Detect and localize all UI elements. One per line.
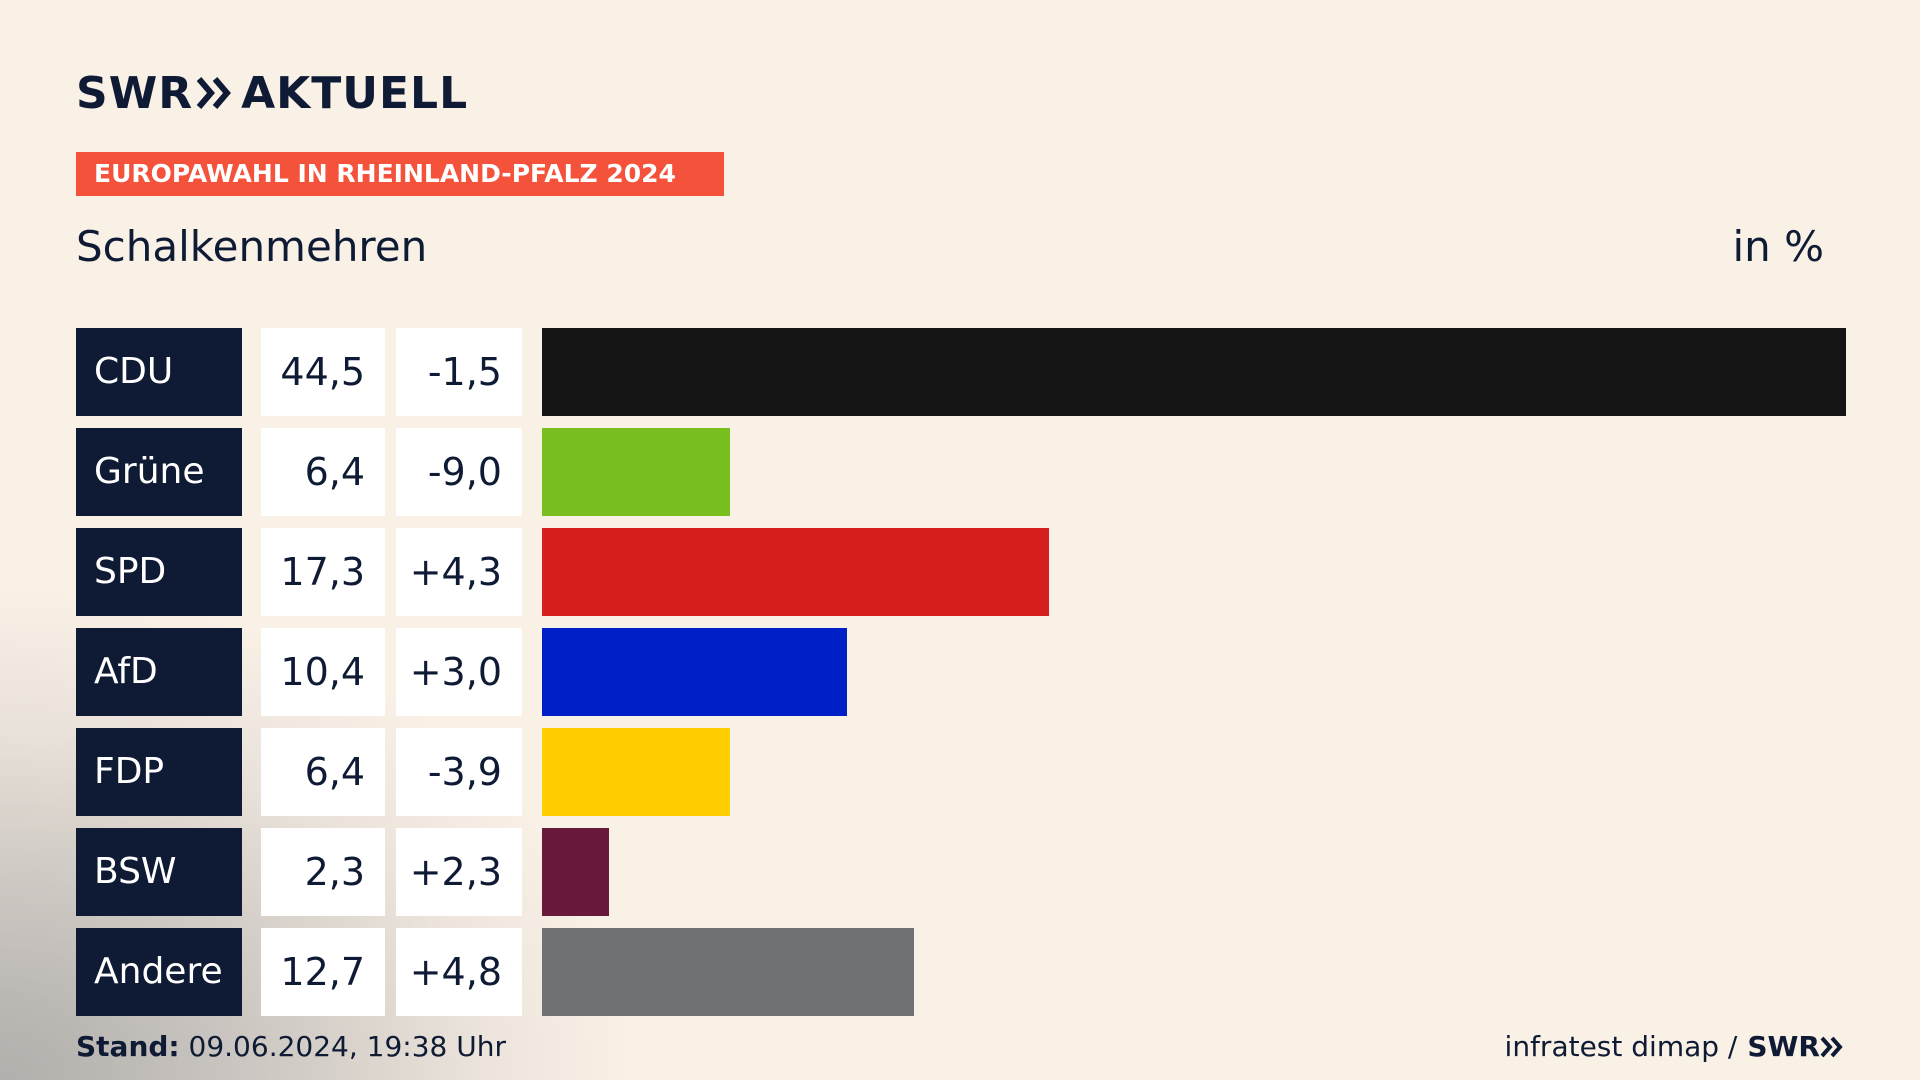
bar bbox=[542, 828, 609, 916]
diff-label: -9,0 bbox=[396, 428, 522, 516]
election-banner: EUROPAWAHL IN RHEINLAND-PFALZ 2024 bbox=[76, 152, 724, 196]
value-label: 6,4 bbox=[261, 428, 385, 516]
unit-label: in % bbox=[1732, 222, 1824, 271]
chart-row: Grüne 6,4 -9,0 bbox=[76, 428, 1846, 516]
bar bbox=[542, 628, 847, 716]
diff-label: +3,0 bbox=[396, 628, 522, 716]
party-label: CDU bbox=[76, 328, 242, 416]
stand-label: Stand: bbox=[76, 1030, 180, 1063]
chart-row: SPD 17,3 +4,3 bbox=[76, 528, 1846, 616]
diff-label: +4,8 bbox=[396, 928, 522, 1016]
party-label: Grüne bbox=[76, 428, 242, 516]
double-chevron-icon bbox=[196, 77, 232, 109]
party-label: Andere bbox=[76, 928, 242, 1016]
value-label: 2,3 bbox=[261, 828, 385, 916]
source-credit: infratest dimap / SWR bbox=[1505, 1030, 1844, 1063]
value-label: 6,4 bbox=[261, 728, 385, 816]
diff-label: -1,5 bbox=[396, 328, 522, 416]
chart-row: Andere 12,7 +4,8 bbox=[76, 928, 1846, 1016]
value-label: 12,7 bbox=[261, 928, 385, 1016]
chart-row: AfD 10,4 +3,0 bbox=[76, 628, 1846, 716]
value-label: 10,4 bbox=[261, 628, 385, 716]
logo-aktuell-text: AKTUELL bbox=[241, 67, 469, 119]
source-text: infratest dimap / bbox=[1504, 1030, 1738, 1063]
swr-aktuell-logo: SWR AKTUELL bbox=[76, 67, 469, 119]
chart-row: FDP 6,4 -3,9 bbox=[76, 728, 1846, 816]
chart-row: CDU 44,5 -1,5 bbox=[76, 328, 1846, 416]
diff-label: -3,9 bbox=[396, 728, 522, 816]
bar bbox=[542, 428, 730, 516]
value-label: 44,5 bbox=[261, 328, 385, 416]
diff-label: +4,3 bbox=[396, 528, 522, 616]
bar bbox=[542, 528, 1049, 616]
chart-row: BSW 2,3 +2,3 bbox=[76, 828, 1846, 916]
double-chevron-icon bbox=[1820, 1036, 1843, 1057]
bar bbox=[542, 728, 730, 816]
party-label: AfD bbox=[76, 628, 242, 716]
logo-swr-text: SWR bbox=[76, 67, 194, 119]
timestamp: Stand: 09.06.2024, 19:38 Uhr bbox=[76, 1030, 506, 1063]
footer-swr-logo: SWR bbox=[1747, 1030, 1844, 1063]
page-title: Schalkenmehren bbox=[76, 222, 428, 271]
party-label: SPD bbox=[76, 528, 242, 616]
footer-logo-text: SWR bbox=[1747, 1030, 1820, 1063]
bar bbox=[542, 928, 914, 1016]
value-label: 17,3 bbox=[261, 528, 385, 616]
party-label: BSW bbox=[76, 828, 242, 916]
bar bbox=[542, 328, 1846, 416]
stand-value: 09.06.2024, 19:38 Uhr bbox=[188, 1030, 506, 1063]
diff-label: +2,3 bbox=[396, 828, 522, 916]
party-label: FDP bbox=[76, 728, 242, 816]
